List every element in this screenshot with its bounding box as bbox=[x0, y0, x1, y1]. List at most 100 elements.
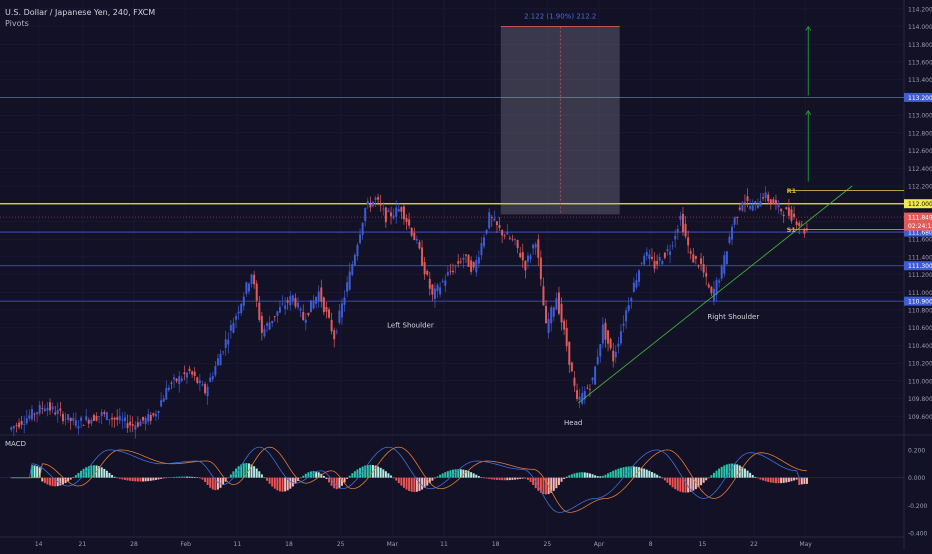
candle-body bbox=[669, 251, 672, 255]
macd-histogram-bar bbox=[242, 463, 245, 478]
macd-histogram-bar bbox=[175, 476, 178, 478]
candle-body bbox=[503, 235, 506, 237]
candle-body bbox=[346, 282, 349, 292]
trendline bbox=[578, 185, 853, 404]
current-price-tag bbox=[904, 212, 932, 231]
macd-histogram-bar bbox=[198, 477, 201, 479]
macd-histogram-bar bbox=[222, 477, 225, 486]
candle-body bbox=[131, 424, 134, 426]
candle-body bbox=[560, 303, 563, 323]
time-tick-label: 25 bbox=[337, 541, 345, 548]
candle-body bbox=[570, 362, 573, 372]
time-tick-label: 28 bbox=[130, 541, 138, 548]
macd-histogram-bar bbox=[379, 467, 382, 478]
candle-body bbox=[410, 228, 413, 236]
candle-body bbox=[15, 425, 18, 427]
macd-histogram-bar bbox=[235, 468, 238, 478]
macd-histogram-bar bbox=[648, 470, 651, 478]
macd-tick-label: -0.400 bbox=[908, 531, 928, 538]
macd-histogram-bar bbox=[211, 477, 214, 490]
candle-body bbox=[658, 256, 661, 261]
candle-body bbox=[235, 315, 238, 320]
candle-body bbox=[56, 410, 59, 415]
macd-histogram-bar bbox=[304, 473, 307, 478]
candle-body bbox=[568, 341, 571, 365]
macd-histogram-bar bbox=[710, 475, 713, 478]
candle-body bbox=[247, 283, 250, 292]
macd-histogram-bar bbox=[395, 477, 398, 481]
macd-histogram-bar bbox=[402, 477, 405, 488]
candle-body bbox=[335, 331, 338, 333]
pattern-label: Left Shoulder bbox=[387, 322, 434, 330]
candle-body bbox=[645, 251, 648, 256]
macd-histogram-bar bbox=[317, 472, 320, 478]
candle-body bbox=[211, 376, 214, 380]
candle-body bbox=[627, 305, 630, 311]
macd-pane[interactable]: MACD 0.200 0.000 -0.200 -0.400 bbox=[0, 440, 928, 538]
macd-histogram-bar bbox=[392, 477, 395, 479]
candle-body bbox=[276, 311, 279, 316]
candle-body bbox=[183, 372, 186, 375]
candle-body bbox=[405, 218, 408, 222]
macd-histogram-bar bbox=[514, 477, 517, 480]
macd-histogram-bar bbox=[591, 474, 594, 478]
candle-body bbox=[772, 199, 775, 205]
candle-body bbox=[255, 283, 258, 301]
candle-body bbox=[92, 414, 95, 422]
macd-histogram-bar bbox=[170, 477, 173, 478]
time-axis[interactable]: 14 21 28 Feb 11 18 25 Mar 11 18 25 Apr 8 15 22 May bbox=[35, 541, 812, 548]
annotations: Left Shoulder Head Right Shoulder bbox=[387, 313, 759, 427]
macd-histogram-bar bbox=[330, 477, 333, 486]
candle-body bbox=[661, 261, 664, 265]
price-tick-label: 113.800 bbox=[908, 42, 932, 49]
level-price-tag bbox=[904, 92, 932, 102]
candle-body bbox=[54, 412, 57, 415]
macd-histogram-bar bbox=[570, 474, 573, 478]
candle-body bbox=[475, 260, 478, 273]
candle-body bbox=[490, 217, 493, 219]
candle-body bbox=[609, 338, 612, 349]
candle-body bbox=[552, 307, 555, 317]
macd-histogram-bar bbox=[431, 477, 434, 481]
macd-histogram-bar bbox=[315, 471, 318, 478]
macd-histogram-bar bbox=[749, 472, 752, 478]
price-tick-label: 112.400 bbox=[908, 166, 932, 173]
macd-histogram-bar bbox=[41, 477, 44, 482]
macd-histogram-bar bbox=[183, 476, 186, 478]
price-axis[interactable]: 114.200 114.000 113.800 113.600 113.400 113.2… bbox=[904, 6, 932, 421]
candle-body bbox=[165, 388, 168, 400]
measure-box[interactable]: 2.122 (1.90%) 212.2 bbox=[500, 13, 620, 215]
macd-histogram-bar bbox=[712, 472, 715, 478]
candle-body bbox=[237, 311, 240, 314]
macd-histogram-bar bbox=[666, 477, 669, 483]
time-tick-label: 15 bbox=[699, 541, 707, 548]
macd-histogram-bar bbox=[772, 477, 775, 483]
macd-histogram-bar bbox=[521, 477, 524, 479]
macd-histogram-bar bbox=[149, 477, 152, 481]
price-tick-label: 111.000 bbox=[908, 290, 932, 297]
macd-histogram-bar bbox=[173, 476, 176, 478]
time-tick-label: 25 bbox=[544, 541, 552, 548]
macd-histogram-bar bbox=[573, 473, 576, 478]
macd-histogram-bar bbox=[322, 475, 325, 478]
candle-body bbox=[209, 377, 212, 382]
candle-body bbox=[588, 389, 591, 390]
candle-body bbox=[464, 254, 467, 256]
candle-body bbox=[149, 414, 152, 421]
macd-histogram-bar bbox=[485, 477, 488, 479]
candle-body bbox=[299, 308, 302, 311]
macd-histogram-bar bbox=[604, 474, 607, 478]
macd-histogram-bar bbox=[743, 468, 746, 478]
macd-tick-label: 0.000 bbox=[908, 475, 925, 482]
macd-histogram-bar bbox=[511, 477, 514, 480]
candle-body bbox=[457, 261, 460, 264]
candle-body bbox=[167, 387, 170, 391]
candle-body bbox=[459, 261, 462, 263]
macd-histogram-bar bbox=[196, 477, 199, 478]
macd-histogram-bar bbox=[596, 476, 599, 478]
macd-histogram-bar bbox=[167, 477, 170, 478]
drawings[interactable] bbox=[578, 25, 853, 404]
macd-histogram-bar bbox=[787, 477, 790, 482]
